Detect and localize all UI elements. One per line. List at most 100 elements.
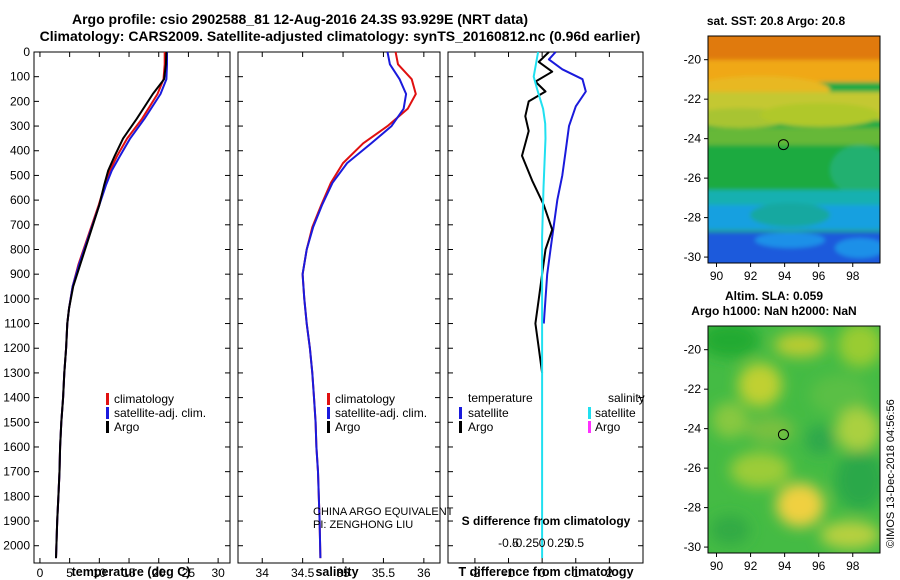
salinity-panel: 34 34.5 35 35.5 36 — [237, 51, 441, 580]
legend-label-argo: Argo — [114, 420, 140, 434]
temperature-legend: climatology satellite-adj. clim. Argo — [106, 392, 206, 434]
legend-label-satellite: satellite-adj. clim. — [335, 406, 427, 420]
y-tick-label: 100 — [10, 70, 30, 84]
y-tick-label: 700 — [10, 218, 30, 232]
y-tick-label: 1100 — [4, 317, 30, 331]
lon-tick-label: 98 — [846, 269, 860, 283]
legend-title-temperature: temperature — [468, 391, 533, 405]
sla-map: 90 92 94 96 98 -20 -22 -24 -26 -28 -30 — [684, 325, 881, 573]
x-tick-label: 34.5 — [291, 566, 315, 580]
lat-tick-label: -22 — [684, 92, 702, 106]
sst-map-axes: 90 92 94 96 98 -20 -22 -24 -26 -28 -30 — [684, 53, 860, 283]
series-line-argo — [55, 51, 168, 559]
difference-panel: -2 -1 0 1 2-0.5-0.25 0 0.250.5 — [447, 51, 644, 580]
top-tick-label: 0.5 — [567, 536, 584, 550]
salinity-legend: climatology satellite-adj. clim. Argo CH… — [313, 392, 454, 531]
x-tick-label: 30 — [211, 566, 225, 580]
y-tick-label: 400 — [10, 144, 30, 158]
lat-tick-label: -24 — [684, 422, 702, 436]
legend-swatch-satellite — [106, 407, 109, 419]
lat-tick-label: -22 — [684, 382, 702, 396]
x-tick-label: 0 — [37, 566, 44, 580]
lon-tick-label: 90 — [710, 559, 724, 573]
y-tick-label: 1000 — [3, 292, 30, 306]
lat-tick-label: -20 — [684, 343, 702, 357]
y-tick-label: 1600 — [3, 440, 30, 454]
y-tick-label: 1300 — [3, 366, 30, 380]
legend-swatch-argo — [327, 421, 330, 433]
y-tick-label: 1500 — [3, 415, 30, 429]
x-tick-label: 35 — [336, 566, 350, 580]
series-line-climatology — [55, 52, 166, 559]
lon-tick-label: 96 — [812, 269, 826, 283]
top-tick-label: -0.5 — [498, 536, 519, 550]
legend-label-argo: Argo — [335, 420, 361, 434]
y-tick-label: 300 — [10, 119, 30, 133]
figure-title-line2: Climatology: CARS2009. Satellite-adjuste… — [40, 28, 641, 44]
plot-frame — [237, 51, 441, 564]
lat-tick-label: -30 — [684, 540, 702, 554]
x-tick-label: 36 — [417, 566, 431, 580]
y-tick-label: 1700 — [3, 465, 30, 479]
legend-label-satellite: satellite-adj. clim. — [114, 406, 206, 420]
top-tick-label: 0 — [539, 536, 546, 550]
x-tick-label: -1 — [503, 566, 514, 580]
x-tick-label: 0 — [539, 566, 546, 580]
sla-map-subtitle: Argo h1000: NaN h2000: NaN — [691, 304, 856, 318]
data-provider-annotation: CHINA ARGO EQUIVALENT — [313, 506, 454, 518]
y-tick-label: 600 — [10, 193, 30, 207]
legend-label-climatology: climatology — [114, 392, 174, 406]
x-tick-label: 1 — [572, 566, 579, 580]
legend-swatch-temp-satellite — [459, 407, 462, 419]
argo-position-marker — [777, 139, 789, 151]
salinity-difference-axis-label: S difference from climatology — [462, 514, 631, 528]
top-tick-label: -0.25 — [512, 536, 540, 550]
legend-label-climatology: climatology — [335, 392, 395, 406]
x-tick-label: -2 — [470, 566, 481, 580]
x-tick-label: 2 — [606, 566, 613, 580]
legend-swatch-argo — [106, 421, 109, 433]
argo-position-marker — [777, 429, 789, 441]
sst-heatmap-field — [708, 36, 880, 263]
y-tick-label: 200 — [10, 94, 30, 108]
sla-map-title: Altim. SLA: 0.059 — [725, 289, 823, 303]
plot-frame — [447, 51, 644, 564]
lon-tick-label: 92 — [744, 559, 758, 573]
series-line-salinity-satellite — [532, 51, 547, 559]
lon-tick-label: 92 — [744, 269, 758, 283]
y-tick-label: 800 — [10, 242, 30, 256]
legend-swatch-sal-satellite — [588, 407, 591, 419]
legend-title-salinity: salinity — [608, 391, 645, 405]
lat-tick-label: -26 — [684, 461, 702, 475]
sla-map-frame — [707, 325, 881, 554]
legend-swatch-climatology — [106, 393, 109, 405]
imos-timestamp: ©IMOS 13-Dec-2018 04:56:56 — [885, 399, 897, 548]
lon-tick-label: 90 — [710, 269, 724, 283]
x-tick-label: 34 — [256, 566, 270, 580]
legend-swatch-satellite — [327, 407, 330, 419]
sla-heatmap-field — [708, 326, 880, 553]
y-tick-label: 1800 — [3, 489, 30, 503]
series-line-temperature-satellite — [542, 51, 587, 324]
lon-tick-label: 98 — [846, 559, 860, 573]
figure-title-line1: Argo profile: csio 2902588_81 12-Aug-201… — [72, 11, 528, 27]
temperature-xlabel: temperature (deg C) — [72, 565, 191, 579]
y-tick-label: 1400 — [3, 391, 30, 405]
y-tick-label: 900 — [10, 267, 30, 281]
x-tick-label: 15 — [122, 566, 136, 580]
lat-tick-label: -28 — [684, 501, 702, 515]
lon-tick-label: 94 — [778, 269, 792, 283]
series-line-climatology — [301, 51, 417, 559]
sst-map-title: sat. SST: 20.8 Argo: 20.8 — [707, 14, 846, 28]
legend-label-sal-satellite: satellite — [595, 406, 636, 420]
x-tick-label: 5 — [66, 566, 73, 580]
lat-tick-label: -30 — [684, 250, 702, 264]
x-tick-label: 35.5 — [372, 566, 396, 580]
difference-legend: temperature salinity satellite Argo sate… — [459, 391, 645, 528]
y-tick-label: 1200 — [3, 341, 30, 355]
legend-swatch-climatology — [327, 393, 330, 405]
sla-map-axes: 90 92 94 96 98 -20 -22 -24 -26 -28 -30 — [684, 343, 860, 573]
y-tick-label: 1900 — [3, 514, 30, 528]
y-tick-label: 500 — [10, 168, 30, 182]
